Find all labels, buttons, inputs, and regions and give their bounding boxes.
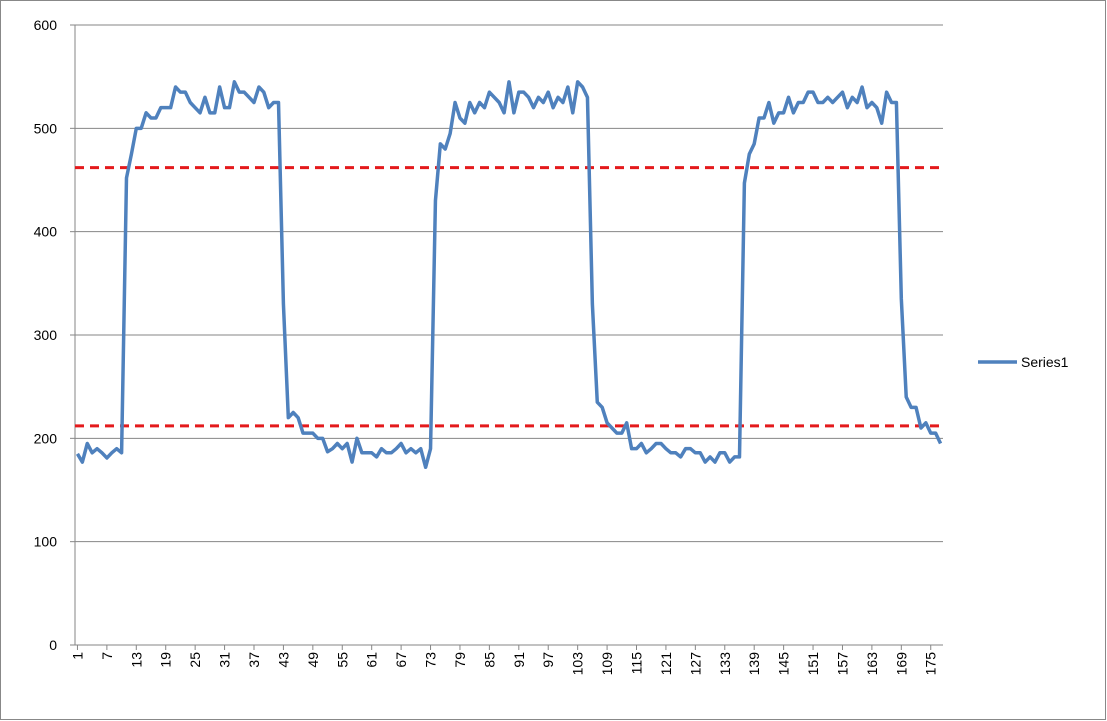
x-tick-label: 79 [452, 652, 468, 668]
x-tick-label: 43 [275, 652, 291, 668]
x-tick-label: 175 [923, 652, 939, 676]
x-tick-label: 151 [805, 652, 821, 676]
x-tick-label: 61 [364, 652, 380, 668]
data-line [75, 80, 943, 470]
x-tick-label: 55 [334, 652, 350, 668]
x-tick-label: 37 [246, 652, 262, 668]
x-tick-label: 121 [658, 652, 674, 676]
x-tick-label: 85 [481, 652, 497, 668]
y-tick-label: 200 [34, 430, 58, 446]
x-tick-label: 67 [393, 652, 409, 668]
x-tick-label: 13 [128, 652, 144, 668]
y-tick-label: 600 [34, 17, 58, 33]
x-tick-label: 163 [864, 652, 880, 676]
x-tick-label: 139 [746, 652, 762, 676]
x-tick-label: 133 [717, 652, 733, 676]
x-tick-label: 49 [305, 652, 321, 668]
y-tick-label: 100 [34, 534, 58, 550]
legend-label: Series1 [1021, 354, 1069, 370]
x-tick-label: 31 [217, 652, 233, 668]
x-tick-label: 25 [187, 652, 203, 668]
x-tick-label: 109 [599, 652, 615, 676]
x-tick-label: 73 [423, 652, 439, 668]
y-tick-label: 300 [34, 327, 58, 343]
y-tick-label: 0 [49, 637, 57, 653]
x-tick-label: 1 [69, 652, 85, 660]
x-tick-label: 127 [687, 652, 703, 676]
y-tick-label: 500 [34, 120, 58, 136]
x-tick-label: 19 [158, 652, 174, 668]
x-tick-label: 115 [629, 652, 645, 675]
x-tick-label: 7 [99, 652, 115, 660]
y-tick-label: 400 [34, 224, 58, 240]
x-tick-label: 145 [776, 652, 792, 676]
x-tick-label: 97 [540, 652, 556, 668]
x-tick-label: 157 [834, 652, 850, 676]
x-tick-label: 103 [570, 652, 586, 676]
x-tick-label: 91 [511, 652, 527, 668]
x-tick-label: 169 [893, 652, 909, 676]
